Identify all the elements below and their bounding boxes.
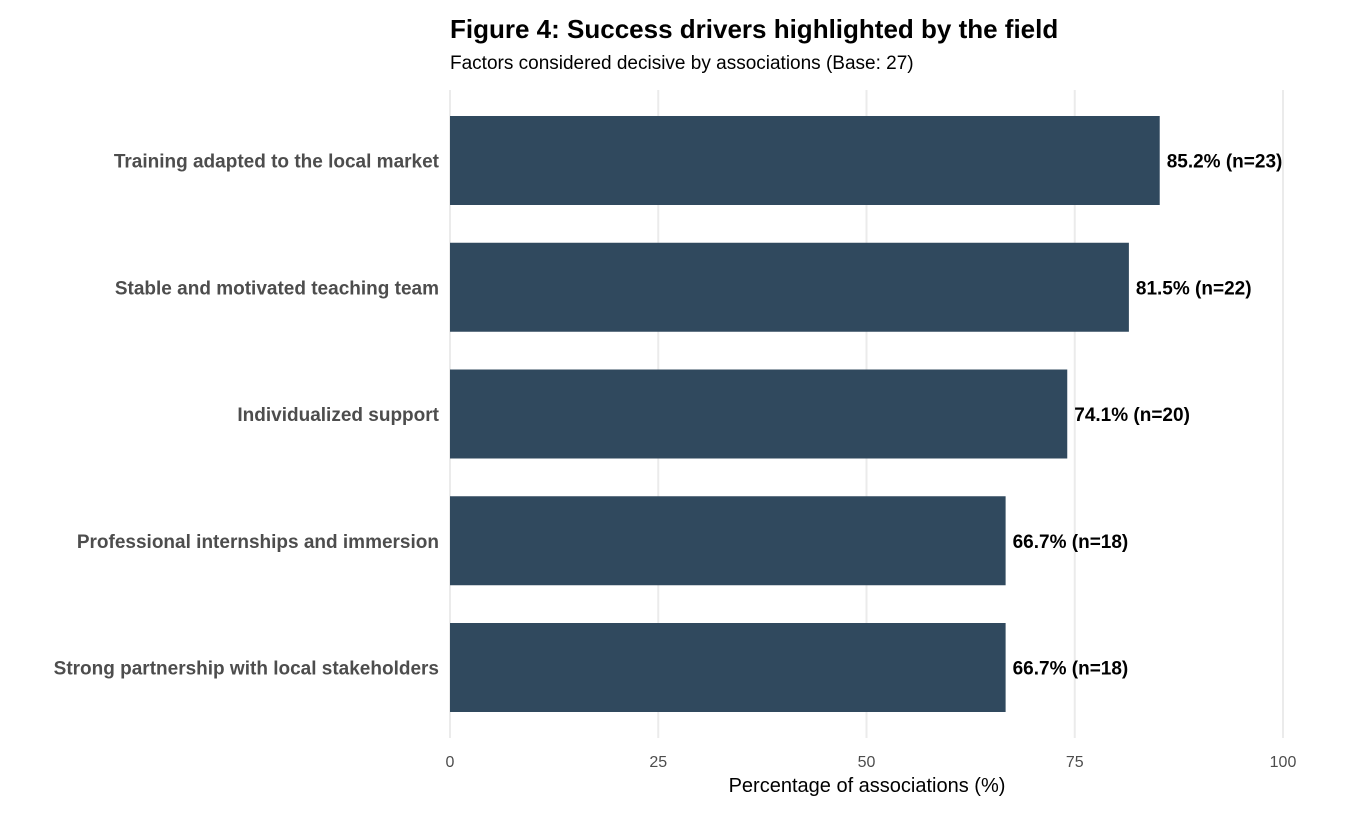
chart-title: Figure 4: Success drivers highlighted by… [450, 14, 1058, 44]
category-label: Stable and motivated teaching team [115, 278, 439, 299]
x-axis-title: Percentage of associations (%) [729, 775, 1006, 797]
bars [450, 116, 1160, 712]
category-label: Training adapted to the local market [114, 152, 440, 173]
data-label: 66.7% (n=18) [1013, 532, 1129, 553]
bar [450, 496, 1006, 586]
x-tick-label: 100 [1270, 754, 1297, 771]
bar [450, 242, 1129, 332]
chart-subtitle: Factors considered decisive by associati… [450, 53, 914, 74]
data-label: 85.2% (n=23) [1167, 152, 1283, 173]
bar [450, 369, 1068, 459]
data-label: 81.5% (n=22) [1136, 278, 1252, 299]
x-tick-label: 75 [1066, 754, 1084, 771]
x-tick-label: 25 [649, 754, 667, 771]
data-label: 74.1% (n=20) [1074, 405, 1190, 426]
bar [450, 623, 1006, 712]
bar [450, 116, 1160, 205]
labels: 0 25 50 75 100 Training adapted to the local … [54, 152, 1297, 772]
category-label: Individualized support [237, 405, 439, 426]
data-label: 66.7% (n=18) [1013, 659, 1129, 680]
x-tick-label: 50 [858, 754, 876, 771]
category-label: Professional internships and immersion [77, 532, 439, 553]
category-label: Strong partnership with local stakeholde… [54, 659, 439, 680]
x-tick-label: 0 [446, 754, 455, 771]
